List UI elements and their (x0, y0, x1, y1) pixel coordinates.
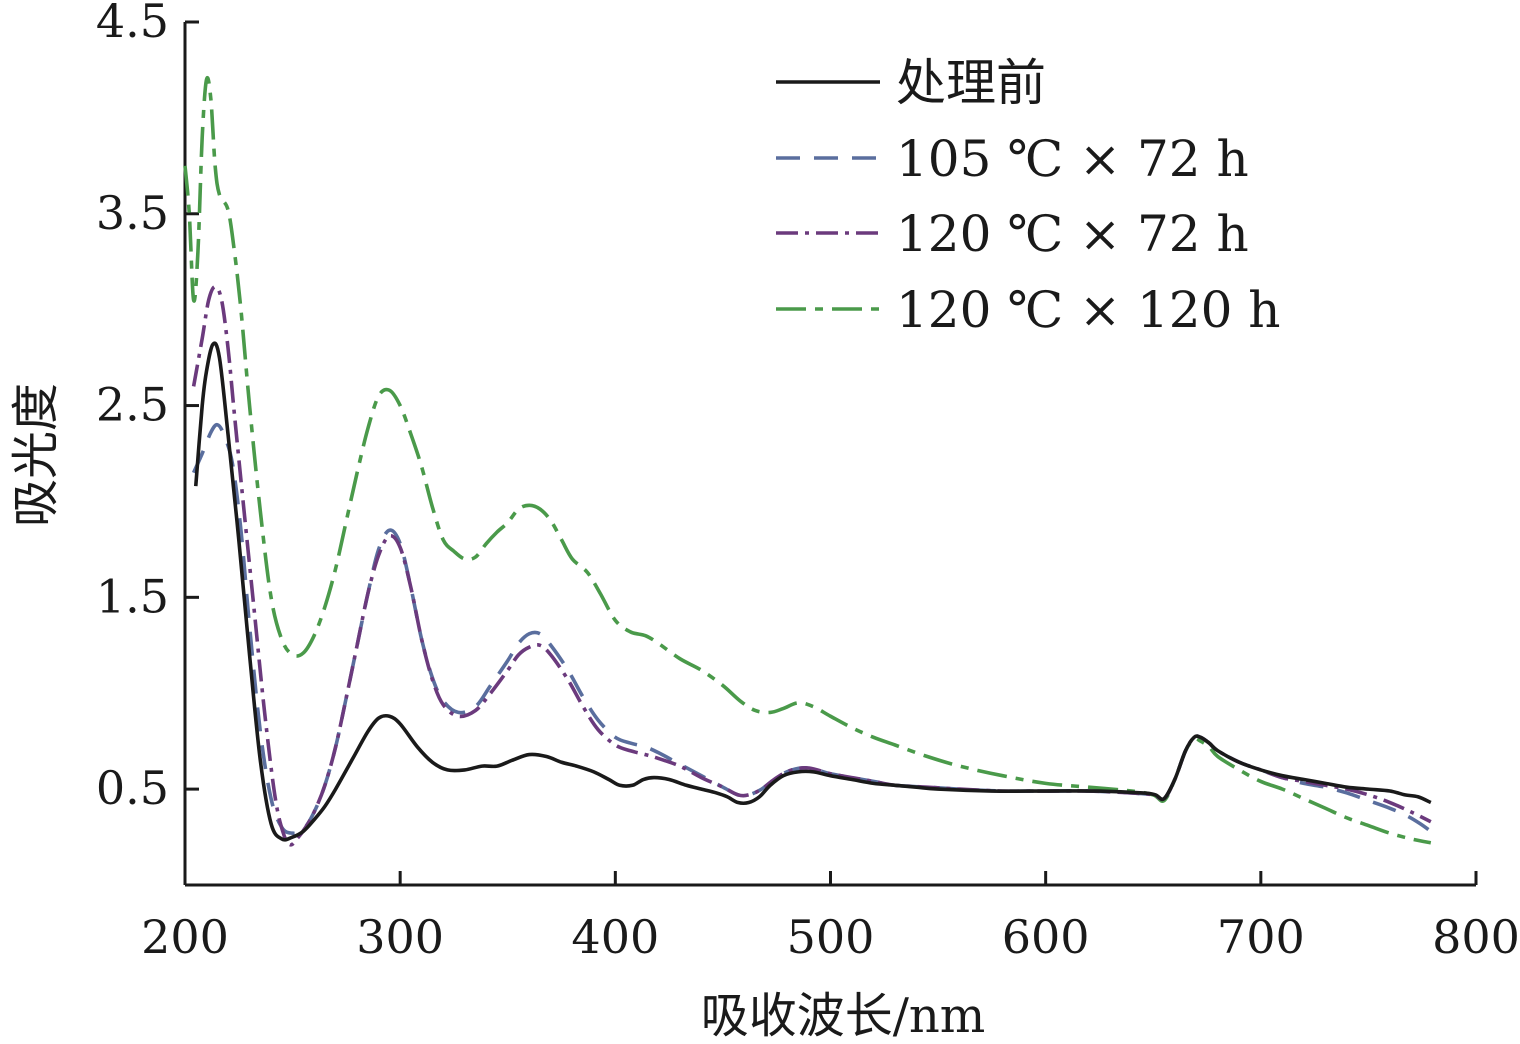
legend: 处理前 105 ℃ × 72 h 120 ℃ × 72 h 120 ℃ × 120 h (776, 54, 1280, 339)
series-lines (183, 76, 1432, 847)
legend-label-0: 处理前 (896, 54, 1046, 112)
y-tick-label: 4.5 (96, 0, 169, 48)
legend-label-2: 120 ℃ × 72 h (896, 205, 1249, 263)
x-tick-label: 400 (571, 910, 659, 964)
series-line-0 (193, 341, 1432, 842)
y-tick-label: 0.5 (96, 761, 169, 815)
x-tick-label: 600 (1002, 910, 1090, 964)
legend-label-3: 120 ℃ × 120 h (896, 281, 1280, 339)
ticks: 200 300 400 500 600 700 800 0.5 1.5 2.5 3.5 4.5 (96, 0, 1520, 964)
series-line-2 (191, 284, 1432, 847)
axes (183, 22, 1476, 887)
x-tick-label: 700 (1217, 910, 1305, 964)
y-tick-label: 1.5 (96, 569, 169, 623)
y-axis-title: 吸光度 (8, 383, 64, 527)
x-axis-title: 吸收波长/nm (701, 988, 986, 1040)
x-tick-label: 200 (141, 910, 229, 964)
x-tick-label: 800 (1432, 910, 1520, 964)
y-tick-label: 2.5 (96, 378, 169, 432)
x-tick-label: 500 (787, 910, 875, 964)
legend-label-1: 105 ℃ × 72 h (896, 130, 1249, 188)
x-tick-label: 300 (356, 910, 444, 964)
y-tick-label: 3.5 (96, 186, 169, 240)
